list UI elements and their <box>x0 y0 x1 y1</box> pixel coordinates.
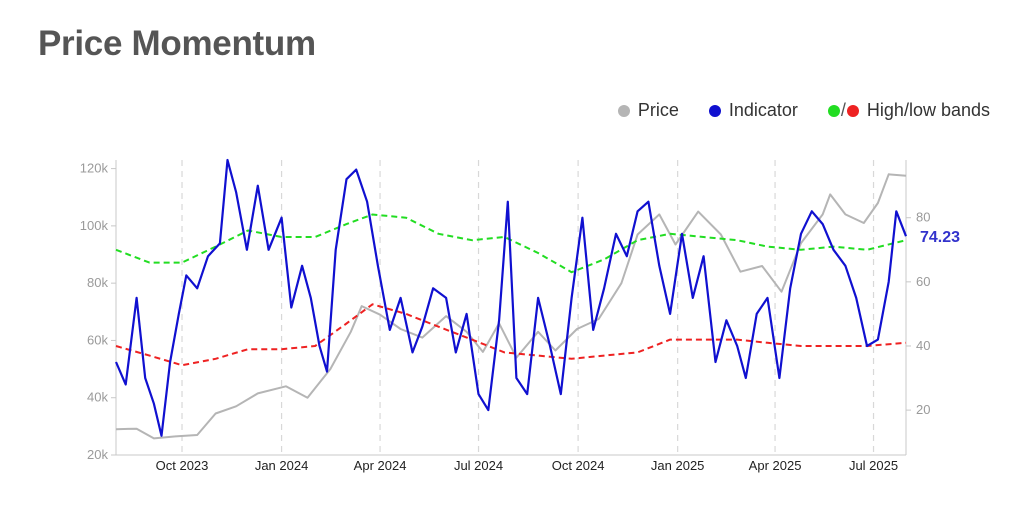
x-tick-label: Jan 2025 <box>651 458 705 473</box>
bands-icon-group: / <box>827 100 859 121</box>
legend-item-price[interactable]: Price <box>617 100 679 121</box>
series-lines <box>114 158 908 440</box>
left-tick-label: 120k <box>80 161 109 176</box>
legend-item-indicator[interactable]: Indicator <box>708 100 798 121</box>
x-tick-label: Apr 2025 <box>749 458 802 473</box>
right-tick-label: 60 <box>916 274 930 289</box>
price-line <box>115 173 907 440</box>
x-tick-label: Jan 2024 <box>255 458 309 473</box>
chart-title: Price Momentum <box>38 24 316 63</box>
price-dot-icon <box>617 104 630 117</box>
legend-indicator-label: Indicator <box>728 100 798 120</box>
legend-bands-label: High/low bands <box>866 100 990 120</box>
low-band-line <box>115 303 907 367</box>
indicator-dot-icon <box>708 104 721 117</box>
left-tick-label: 80k <box>87 275 108 290</box>
legend: Price Indicator / High/low bands <box>617 100 990 121</box>
x-tick-label: Apr 2024 <box>354 458 407 473</box>
right-tick-label: 20 <box>916 402 930 417</box>
low-band-dot-icon <box>846 104 859 117</box>
tick-labels: Oct 2023 Jan 2024 Apr 2024 Jul 2024 Oct 2024… <box>80 161 960 473</box>
bands-slash: / <box>840 100 846 120</box>
x-tick-label: Jul 2025 <box>849 458 898 473</box>
indicator-line <box>114 158 908 437</box>
high-band-dot-icon <box>827 104 840 117</box>
right-tick-label: 40 <box>916 338 930 353</box>
legend-price-label: Price <box>637 100 679 120</box>
x-tick-label: Oct 2024 <box>552 458 605 473</box>
legend-item-bands[interactable]: / High/low bands <box>827 100 990 121</box>
high-band-line <box>115 213 907 274</box>
indicator-last-value: 74.23 <box>920 229 960 246</box>
axes <box>111 160 911 456</box>
x-tick-label: Jul 2024 <box>454 458 503 473</box>
x-tick-label: Oct 2023 <box>156 458 209 473</box>
left-tick-label: 100k <box>80 218 109 233</box>
right-tick-label: 80 <box>916 210 930 225</box>
left-tick-label: 60k <box>87 332 108 347</box>
left-tick-label: 40k <box>87 390 108 405</box>
left-tick-label: 20k <box>87 447 108 462</box>
